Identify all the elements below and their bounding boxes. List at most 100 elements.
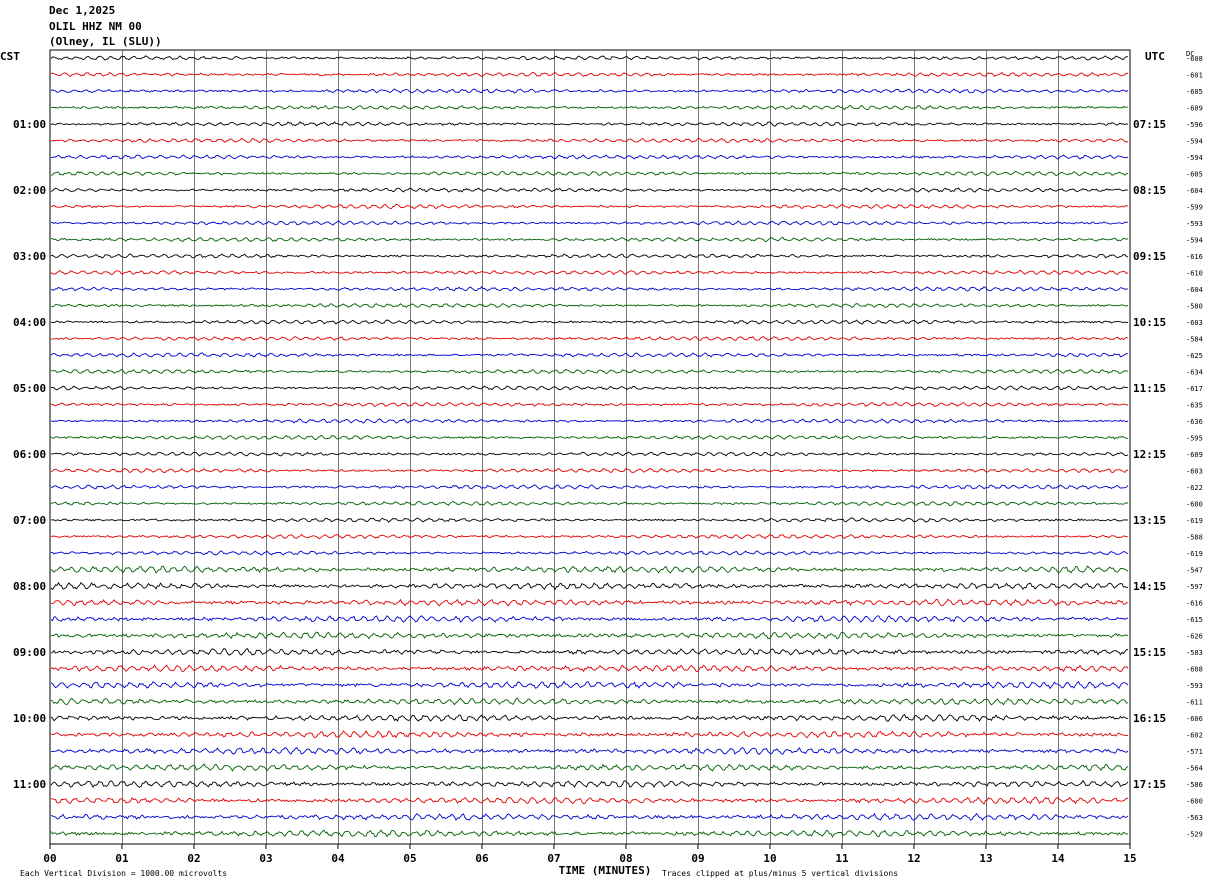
- seismic-trace: [50, 533, 1129, 540]
- x-tick-label: 10: [763, 852, 776, 865]
- x-tick-label: 03: [259, 852, 272, 865]
- seismic-trace: [50, 253, 1129, 259]
- seismic-trace: [50, 335, 1129, 342]
- dc-offset-label: -625: [1186, 352, 1203, 360]
- seismic-trace: [50, 269, 1129, 276]
- dc-offset-label: -602: [1186, 732, 1203, 740]
- dc-offset-label: -601: [1186, 72, 1203, 80]
- location-label: (Olney, IL (SLU)): [49, 35, 162, 48]
- dc-offset-label: -603: [1186, 319, 1203, 327]
- clipping-note: Traces clipped at plus/minus 5 vertical …: [662, 869, 898, 878]
- seismic-trace: [50, 484, 1129, 490]
- cst-hour-label: 02:00: [13, 184, 46, 197]
- dc-offset-label: -619: [1186, 550, 1203, 558]
- utc-hour-label: 09:15: [1133, 250, 1166, 263]
- seismic-trace: [50, 170, 1129, 177]
- dc-offset-label: -599: [1186, 204, 1203, 212]
- x-tick-label: 00: [43, 852, 56, 865]
- seismic-trace: [50, 647, 1129, 656]
- seismic-trace: [50, 467, 1129, 474]
- seismic-trace: [50, 697, 1129, 706]
- dc-offset-label: -603: [1186, 468, 1203, 476]
- x-tick-label: 14: [1051, 852, 1065, 865]
- dc-offset-label: -608: [1186, 55, 1203, 63]
- dc-offset-label: -600: [1186, 501, 1203, 509]
- utc-hour-label: 15:15: [1133, 646, 1166, 659]
- seismic-trace: [50, 303, 1129, 309]
- cst-hour-label: 08:00: [13, 580, 46, 593]
- seismic-trace: [50, 401, 1129, 408]
- seismic-trace: [50, 713, 1129, 722]
- date-label: Dec 1,2025: [49, 4, 116, 17]
- seismic-trace: [50, 747, 1129, 755]
- seismic-trace: [50, 550, 1129, 556]
- seismic-trace: [50, 352, 1129, 358]
- dc-offset-label: -616: [1186, 600, 1203, 608]
- cst-hour-label: 06:00: [13, 448, 46, 461]
- seismic-trace: [50, 581, 1129, 591]
- seismic-trace: [50, 236, 1129, 243]
- seismic-trace: [50, 763, 1129, 772]
- seismic-trace: [50, 829, 1129, 839]
- seismic-trace: [50, 104, 1129, 111]
- utc-hour-label: 16:15: [1133, 712, 1166, 725]
- dc-offset-label: -622: [1186, 484, 1203, 492]
- cst-hour-label: 04:00: [13, 316, 46, 329]
- dc-offset-label: -580: [1186, 303, 1203, 311]
- seismic-trace: [50, 451, 1129, 457]
- cst-hour-label: 09:00: [13, 646, 46, 659]
- seismic-trace: [50, 385, 1129, 391]
- dc-offset-label: -529: [1186, 831, 1203, 839]
- x-tick-label: 05: [403, 852, 416, 865]
- seismic-trace: [50, 598, 1129, 607]
- cst-hour-label: 03:00: [13, 250, 46, 263]
- cst-hour-label: 11:00: [13, 778, 46, 791]
- vertical-division-note: Each Vertical Division = 1000.00 microvo…: [20, 869, 227, 878]
- plot-frame: [49, 49, 1131, 845]
- x-tick-label: 02: [187, 852, 200, 865]
- seismic-trace: [50, 286, 1129, 292]
- dc-offset-label: -597: [1186, 583, 1203, 591]
- seismic-trace: [50, 187, 1129, 193]
- cst-hour-label: 05:00: [13, 382, 46, 395]
- x-tick-label: 01: [115, 852, 129, 865]
- x-axis-title: TIME (MINUTES): [559, 864, 652, 877]
- cst-axis-label: CST: [0, 50, 20, 63]
- cst-hour-label: 01:00: [13, 118, 46, 131]
- dc-offset-label: -611: [1186, 699, 1203, 707]
- dc-offset-label: -593: [1186, 682, 1203, 690]
- utc-hour-label: 11:15: [1133, 382, 1166, 395]
- seismic-trace: [50, 71, 1129, 78]
- utc-hour-label: 07:15: [1133, 118, 1166, 131]
- x-tick-label: 11: [835, 852, 849, 865]
- dc-offset-label: -609: [1186, 451, 1203, 459]
- dc-offset-label: -584: [1186, 336, 1203, 344]
- dc-offset-label: -605: [1186, 171, 1203, 179]
- dc-offset-label: -593: [1186, 220, 1203, 228]
- x-tick-label: 07: [547, 852, 560, 865]
- dc-offset-label: -634: [1186, 369, 1203, 377]
- seismic-trace: [50, 88, 1129, 94]
- dc-offset-label: -547: [1186, 567, 1203, 575]
- dc-offset-label: -594: [1186, 237, 1203, 245]
- x-tick-label: 12: [907, 852, 920, 865]
- dc-offset-label: -626: [1186, 633, 1203, 641]
- seismic-trace: [50, 55, 1129, 61]
- seismic-trace: [50, 779, 1129, 788]
- utc-hour-label: 13:15: [1133, 514, 1166, 527]
- dc-offset-label: -610: [1186, 270, 1203, 278]
- dc-offset-label: -563: [1186, 814, 1203, 822]
- x-tick-label: 08: [619, 852, 632, 865]
- dc-offset-label: -636: [1186, 418, 1203, 426]
- seismic-trace: [50, 500, 1129, 507]
- x-tick-label: 04: [331, 852, 345, 865]
- dc-offset-label: -594: [1186, 154, 1203, 162]
- dc-offset-label: -571: [1186, 748, 1203, 756]
- utc-hour-label: 08:15: [1133, 184, 1166, 197]
- dc-offset-label: -605: [1186, 88, 1203, 96]
- utc-hour-label: 17:15: [1133, 778, 1166, 791]
- dc-offset-label: -608: [1186, 666, 1203, 674]
- utc-hour-label: 12:15: [1133, 448, 1166, 461]
- seismic-trace: [50, 812, 1129, 821]
- dc-offset-label: -617: [1186, 385, 1203, 393]
